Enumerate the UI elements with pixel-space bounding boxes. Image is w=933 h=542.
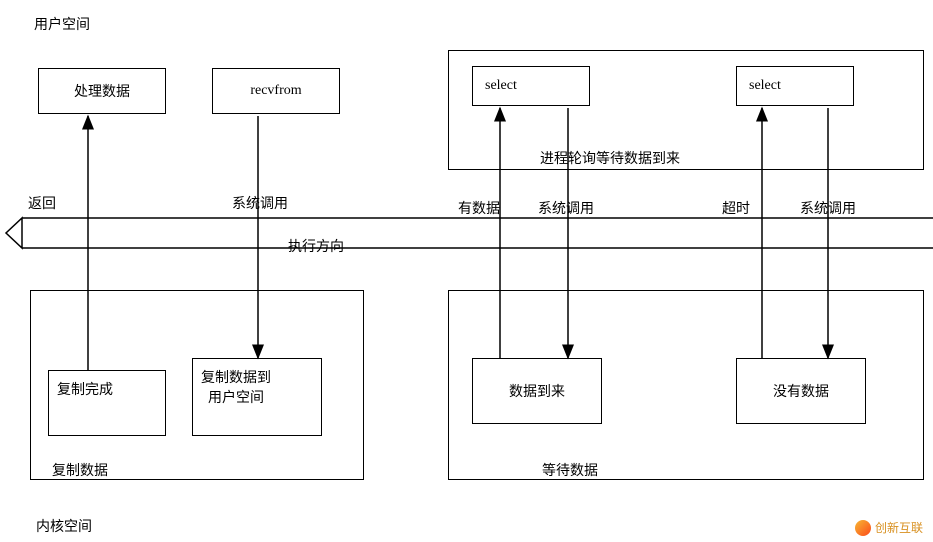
process-data-text: 处理数据: [74, 81, 130, 101]
copy-to-user-box: 复制数据到 用户空间: [192, 358, 322, 436]
user-space-label: 用户空间: [34, 14, 90, 34]
watermark: 创新互联: [855, 519, 923, 536]
poll-wait-label: 进程轮询等待数据到来: [540, 148, 680, 168]
return-label: 返回: [28, 193, 56, 213]
recvfrom-text: recvfrom: [250, 83, 301, 99]
kernel-space-label: 内核空间: [36, 516, 92, 536]
syscall-left-label: 系统调用: [232, 193, 288, 213]
has-data-label: 有数据: [458, 198, 500, 218]
copy-data-label: 复制数据: [52, 460, 108, 480]
watermark-icon: [855, 520, 871, 536]
syscall-mid-label: 系统调用: [538, 198, 594, 218]
no-data-box: 没有数据: [736, 358, 866, 424]
syscall-right-label: 系统调用: [800, 198, 856, 218]
timeout-label: 超时: [722, 198, 750, 218]
copy-to-user-text: 复制数据到 用户空间: [201, 367, 271, 407]
data-arrive-text: 数据到来: [509, 381, 565, 401]
copy-done-box: 复制完成: [48, 370, 166, 436]
process-data-box: 处理数据: [38, 68, 166, 114]
exec-dir-label: 执行方向: [288, 236, 344, 256]
wait-data-label: 等待数据: [542, 460, 598, 480]
select2-text: select: [749, 78, 781, 94]
select1-text: select: [485, 78, 517, 94]
no-data-text: 没有数据: [773, 381, 829, 401]
recvfrom-box: recvfrom: [212, 68, 340, 114]
select2-box: select: [736, 66, 854, 106]
data-arrive-box: 数据到来: [472, 358, 602, 424]
watermark-text: 创新互联: [875, 519, 923, 536]
select1-box: select: [472, 66, 590, 106]
copy-done-text: 复制完成: [57, 379, 113, 399]
